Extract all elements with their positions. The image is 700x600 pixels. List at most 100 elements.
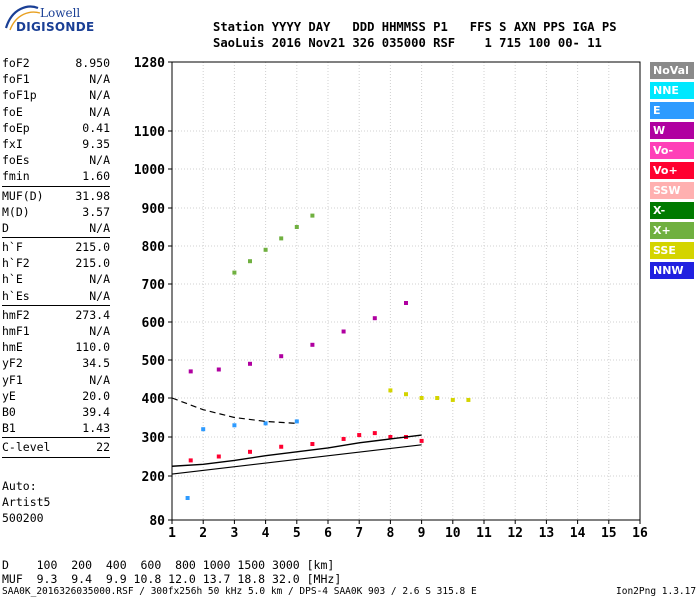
data-point: [419, 438, 424, 443]
data-point: [279, 444, 284, 449]
param-row: h`E N/A: [2, 271, 110, 287]
x-tick-label: 2: [199, 526, 207, 541]
param-value: N/A: [89, 288, 110, 303]
auto-algorithm: Artist5: [2, 495, 51, 509]
param-value: N/A: [89, 104, 110, 119]
param-row: hmF1 N/A: [2, 323, 110, 339]
param-row: h`F2 215.0: [2, 255, 110, 271]
y-tick-label: 600: [142, 316, 166, 331]
x-tick-label: 16: [632, 526, 648, 541]
series-e: [185, 419, 299, 500]
param-value: 215.0: [75, 256, 110, 271]
param-label: foE: [2, 104, 23, 119]
chart-tick-labels: 1 2 3 4 5 6 7 8 9 10 11 12 13 14 15 1680200300400500600…: [134, 56, 648, 541]
param-value: 1.43: [82, 421, 110, 436]
data-point: [279, 236, 284, 241]
y-tick-label: 700: [142, 278, 166, 293]
x-tick-label: 11: [476, 526, 492, 541]
x-tick-label: 7: [355, 526, 363, 541]
x-tick-label: 6: [324, 526, 332, 541]
param-label: foEp: [2, 120, 30, 135]
param-value: 31.98: [75, 188, 110, 203]
param-row: foEp 0.41: [2, 120, 110, 136]
param-label: hmE: [2, 340, 23, 355]
data-point: [341, 329, 346, 334]
param-value: 0.41: [82, 120, 110, 135]
legend-item-noval: NoVal: [650, 62, 694, 79]
legend-item-nne: NNE: [650, 82, 694, 99]
param-label: B1: [2, 421, 16, 436]
param-row: foEs N/A: [2, 152, 110, 168]
param-label: hmF2: [2, 307, 30, 322]
auto-scaling-block: Auto: Artist5 500200: [2, 478, 50, 526]
param-label: h`E: [2, 272, 23, 287]
chart-points: [185, 213, 471, 500]
parameter-panel: foF2 8.950 foF1 N/A foF1p N/A foE N/A foEp 0.41 fx…: [2, 55, 110, 459]
data-point: [310, 342, 315, 347]
param-value: 110.0: [75, 340, 110, 355]
param-label: fxI: [2, 136, 23, 151]
data-point: [263, 247, 268, 252]
param-value: 34.5: [82, 356, 110, 371]
param-value: 39.4: [82, 404, 110, 419]
file-info-footer: SAA0K_2016326035000.RSF / 300fx256h 50 k…: [2, 586, 477, 597]
param-value: 215.0: [75, 240, 110, 255]
param-row: hmE 110.0: [2, 339, 110, 355]
param-row: foF2 8.950: [2, 55, 110, 71]
direction-legend: NoVal NNE E W Vo- Vo+ SSW X- X+ SSE NNW: [650, 62, 698, 282]
param-label: yF2: [2, 356, 23, 371]
param-row: MUF(D) 31.98: [2, 188, 110, 204]
param-value: 9.35: [82, 136, 110, 151]
data-point: [341, 436, 346, 441]
param-label: C-level: [2, 440, 51, 455]
data-point: [372, 431, 377, 436]
data-point: [185, 496, 190, 500]
legend-item-nnw: NNW: [650, 262, 694, 279]
auto-label: Auto:: [2, 479, 37, 493]
legend-item-w: W: [650, 122, 694, 139]
param-row: fmin 1.60: [2, 168, 110, 184]
param-value: 273.4: [75, 307, 110, 322]
d-muf-table: D 100 200 400 600 800 1000 1500 3000 [km…: [2, 558, 341, 586]
param-label: B0: [2, 404, 16, 419]
x-tick-label: 13: [539, 526, 555, 541]
param-label: foF1: [2, 72, 30, 87]
param-label: foF2: [2, 56, 30, 70]
param-value: N/A: [89, 372, 110, 387]
data-point: [310, 442, 315, 447]
x-tick-label: 12: [507, 526, 523, 541]
param-label: h`Es: [2, 288, 30, 303]
auto-version: 500200: [2, 511, 44, 525]
y-tick-label: 1100: [134, 125, 165, 140]
param-value: N/A: [89, 324, 110, 338]
x-tick-label: 10: [445, 526, 461, 541]
x-tick-label: 5: [293, 526, 301, 541]
param-separator: [2, 456, 110, 458]
logo-line1: Lowell: [40, 6, 81, 20]
x-tick-label: 1: [168, 526, 176, 541]
data-point: [216, 454, 221, 459]
param-row: M(D) 3.57: [2, 204, 110, 220]
param-label: foEs: [2, 153, 30, 168]
legend-item-sse: SSE: [650, 242, 694, 259]
param-value: 1.60: [82, 169, 110, 184]
param-separator: [2, 237, 110, 239]
param-value: N/A: [89, 272, 110, 287]
param-row: h`Es N/A: [2, 288, 110, 304]
dashed-curve: [171, 397, 297, 424]
version-label: Ion2Png 1.3.17: [616, 586, 697, 597]
legend-item-ssw: SSW: [650, 182, 694, 199]
y-tick-label: 200: [142, 470, 166, 485]
param-label: yF1: [2, 372, 23, 387]
param-row: h`F 215.0: [2, 239, 110, 255]
y-tick-label: 1000: [134, 163, 165, 178]
y-tick-label: 80: [149, 514, 165, 529]
param-value: 22: [96, 440, 110, 455]
data-point: [188, 369, 193, 374]
logo-line2: DIGISONDE: [16, 20, 95, 34]
param-value: N/A: [89, 72, 110, 87]
param-value: N/A: [89, 88, 110, 103]
param-label: yE: [2, 388, 16, 403]
param-value: N/A: [89, 220, 110, 235]
